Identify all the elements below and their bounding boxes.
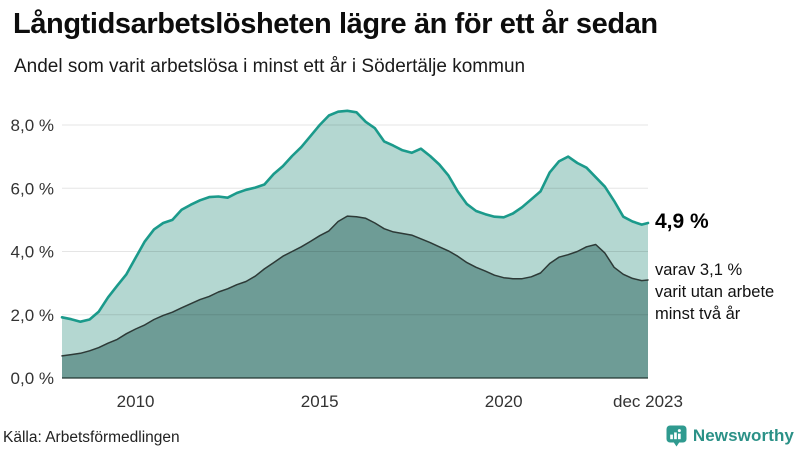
- svg-text:dec 2023: dec 2023: [613, 392, 683, 411]
- chart-area-fills: [62, 110, 648, 379]
- source-credit: Källa: Arbetsförmedlingen: [3, 429, 180, 446]
- page-subtitle: Andel som varit arbetslösa i minst ett å…: [14, 56, 526, 77]
- svg-text:6,0 %: 6,0 %: [11, 179, 54, 198]
- secondary-annotation-line-2: varit utan arbete: [655, 283, 775, 301]
- latest-value-label: 4,9 %: [655, 210, 709, 233]
- chart-series-lines: [60, 109, 650, 379]
- secondary-value-annotation: varav 3,1 % varit utan arbete minst två …: [655, 259, 774, 325]
- newsworthy-logo-icon: [666, 425, 687, 447]
- page-title: Långtidsarbetslösheten lägre än för ett …: [13, 8, 658, 40]
- secondary-annotation-line-3: minst två år: [655, 305, 741, 323]
- svg-text:2,0 %: 2,0 %: [11, 306, 54, 325]
- svg-text:8,0 %: 8,0 %: [11, 116, 54, 135]
- brand-name-text: Newsworthy: [692, 426, 794, 445]
- svg-text:2010: 2010: [117, 392, 155, 411]
- svg-text:2020: 2020: [485, 392, 523, 411]
- chart-axis-labels: 0,0 % 2,0 % 4,0 % 6,0 % 8,0 % 2010 2015 2020 dec…: [11, 116, 683, 411]
- svg-text:2015: 2015: [301, 392, 339, 411]
- chart-gridlines: [62, 124, 648, 316]
- newsworthy-brand: Newsworthy: [666, 425, 794, 447]
- svg-text:0,0 %: 0,0 %: [11, 369, 54, 388]
- svg-text:4,0 %: 4,0 %: [11, 243, 54, 262]
- secondary-annotation-line-1: varav 3,1 %: [655, 261, 743, 279]
